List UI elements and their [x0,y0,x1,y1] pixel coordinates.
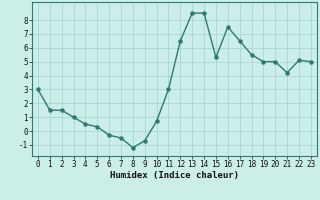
X-axis label: Humidex (Indice chaleur): Humidex (Indice chaleur) [110,171,239,180]
